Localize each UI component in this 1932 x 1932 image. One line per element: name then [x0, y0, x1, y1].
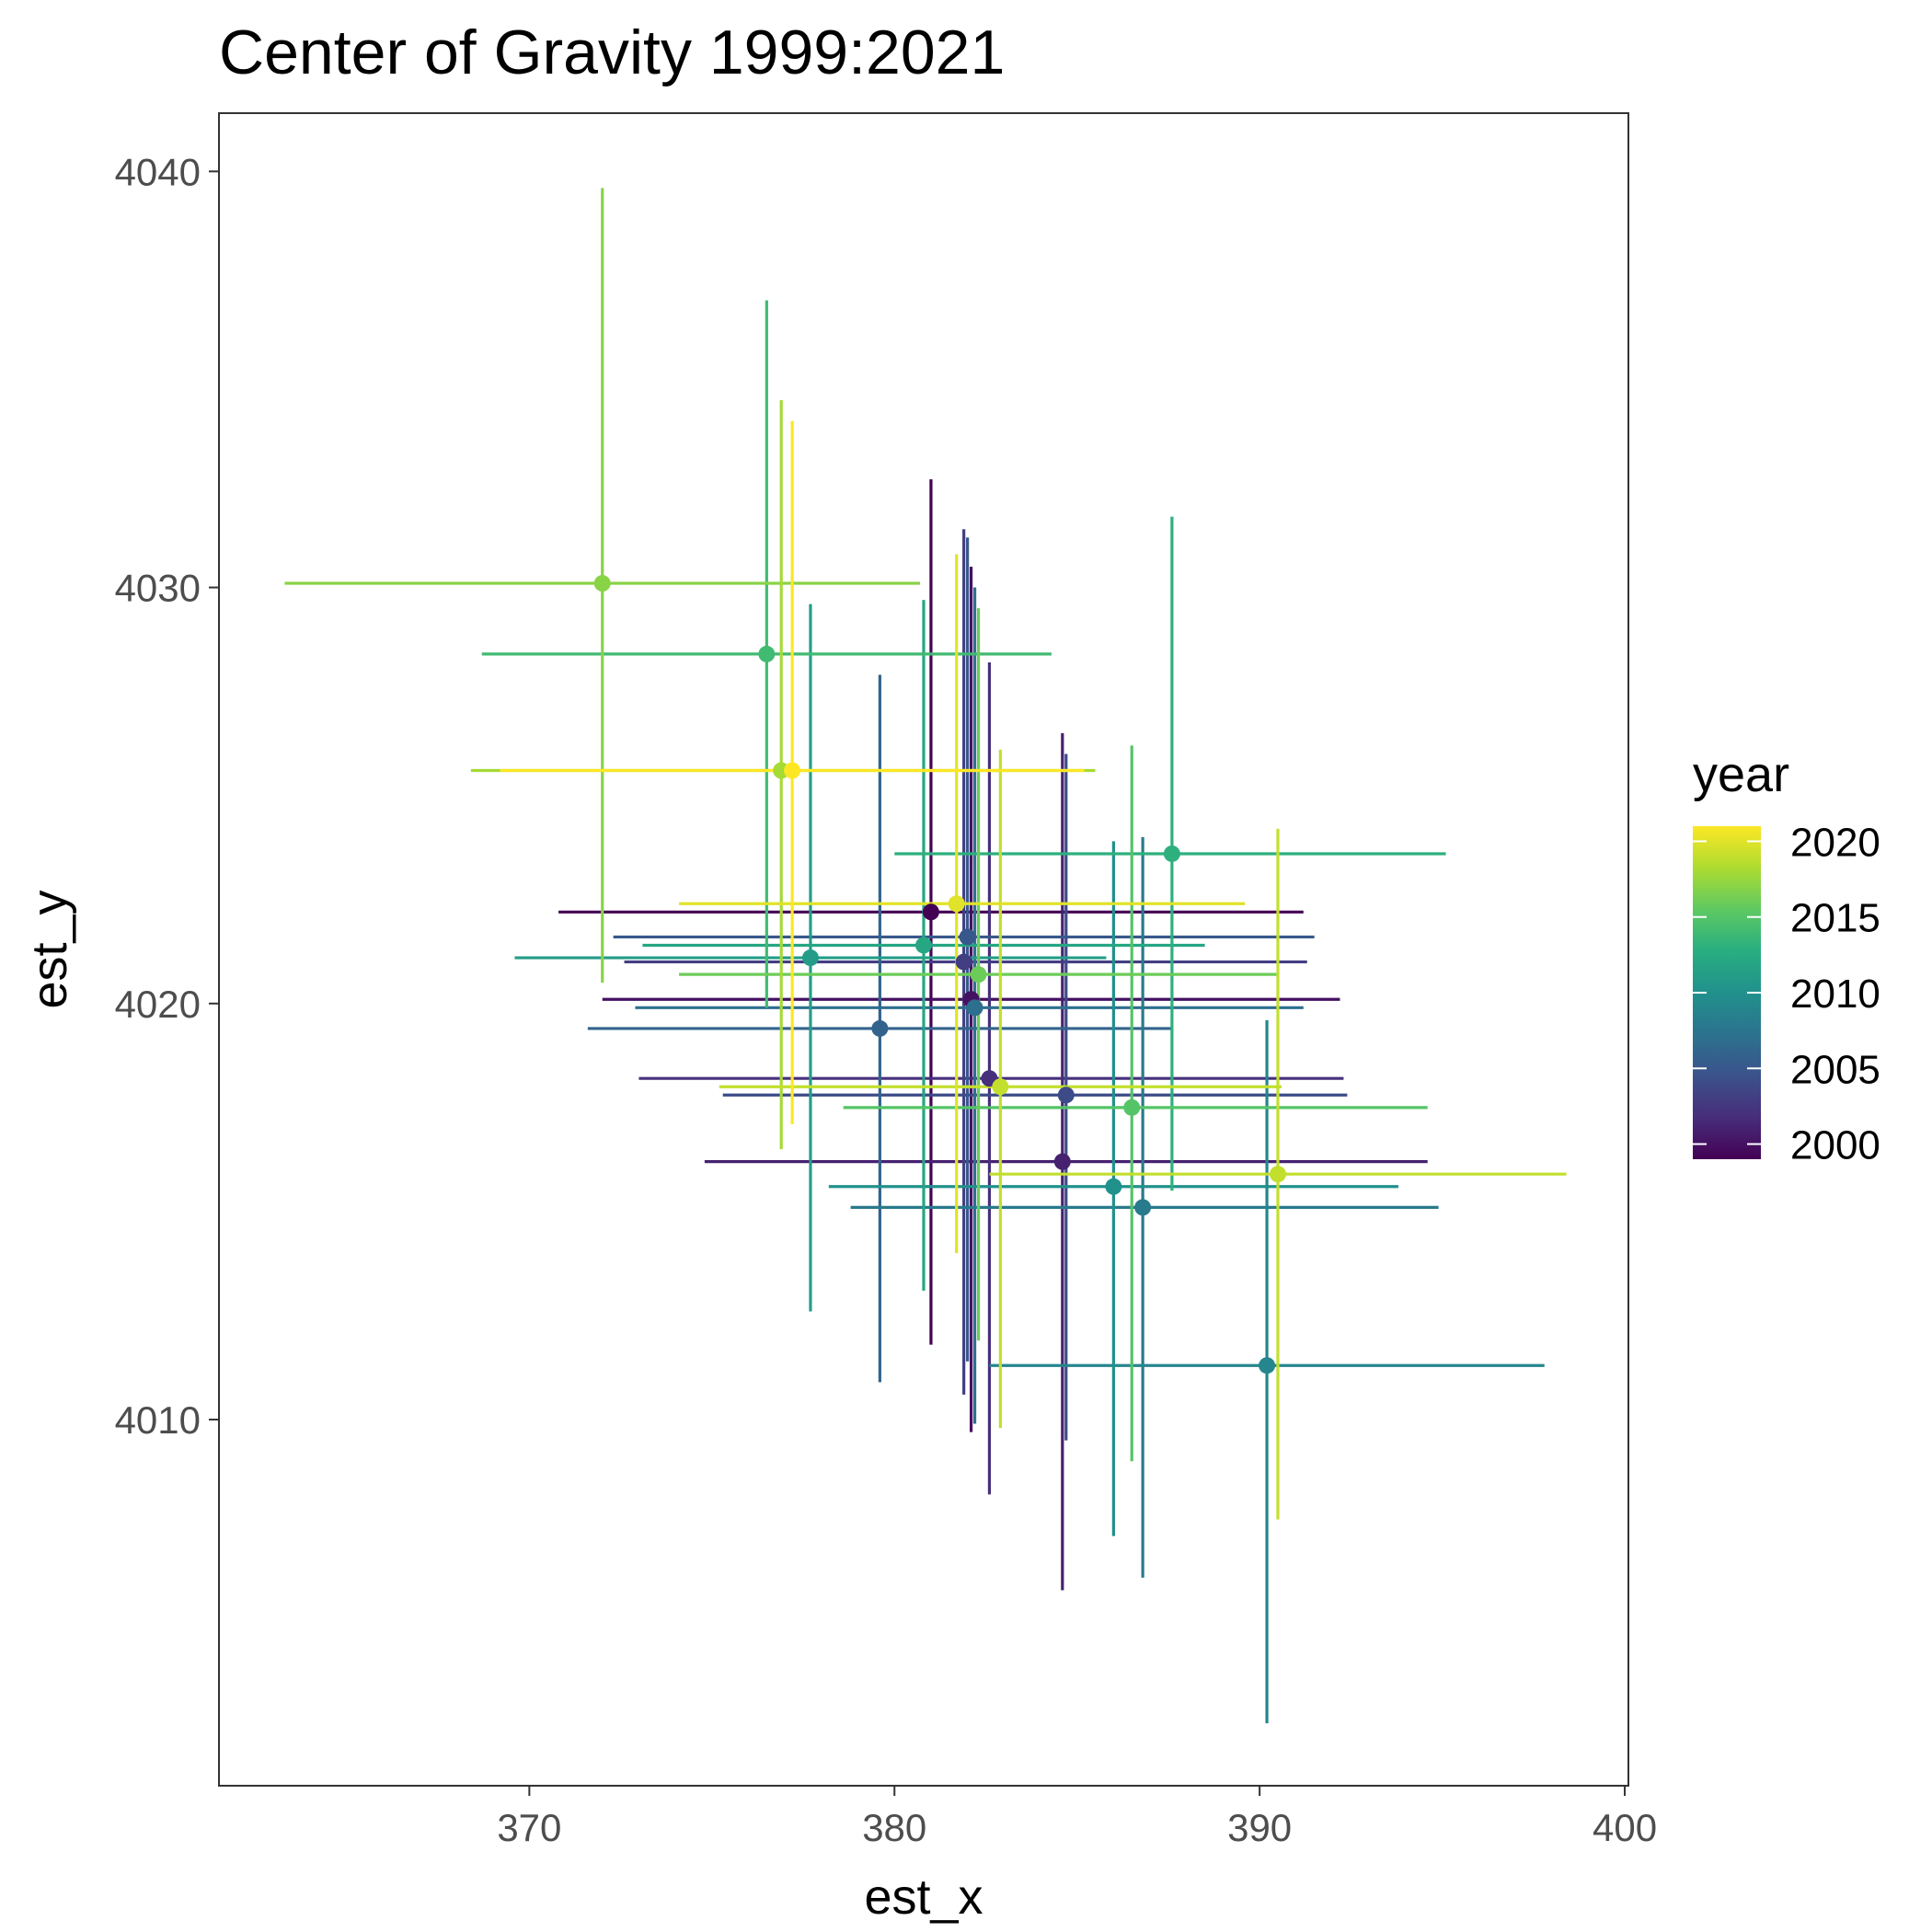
- data-point: [970, 966, 987, 983]
- data-point: [1269, 1166, 1286, 1183]
- data-point: [758, 645, 776, 662]
- data-point: [955, 953, 972, 971]
- points-layer: [593, 575, 1286, 1374]
- legend-label: 2020: [1790, 820, 1880, 865]
- data-point: [801, 949, 819, 967]
- data-point: [948, 895, 965, 913]
- x-tick-label: 370: [497, 1806, 561, 1849]
- x-tick-label: 380: [862, 1806, 926, 1849]
- chart-title: Center of Gravity 1999:2021: [219, 17, 1005, 87]
- data-point: [1163, 845, 1180, 862]
- data-point: [784, 762, 801, 779]
- y-axis-title: est_y: [22, 890, 77, 1008]
- y-tick-label: 4010: [115, 1398, 201, 1442]
- data-point: [1259, 1357, 1276, 1374]
- data-point: [1053, 1153, 1071, 1170]
- data-point: [871, 1019, 889, 1037]
- data-point: [1134, 1199, 1152, 1216]
- data-point: [1105, 1178, 1122, 1195]
- x-axis-title: est_x: [864, 1869, 983, 1925]
- data-point: [915, 937, 932, 954]
- legend: year 2000 2005 2010 2015 2020: [1693, 747, 1880, 1168]
- data-point: [922, 903, 939, 921]
- legend-label: 2015: [1790, 896, 1880, 941]
- data-point: [1123, 1098, 1141, 1116]
- y-tick-label: 4040: [115, 150, 201, 193]
- data-point: [593, 575, 611, 592]
- y-tick-label: 4030: [115, 567, 201, 610]
- data-point: [959, 928, 976, 946]
- x-tick-label: 390: [1227, 1806, 1292, 1849]
- legend-label: 2005: [1790, 1047, 1880, 1092]
- legend-title: year: [1693, 747, 1789, 802]
- y-tick-label: 4020: [115, 983, 201, 1026]
- data-point: [992, 1078, 1009, 1096]
- data-point: [1057, 1087, 1075, 1104]
- x-tick-label: 400: [1593, 1806, 1657, 1849]
- y-axis: 4010 4020 4030 4040: [115, 150, 219, 1442]
- legend-label: 2010: [1790, 972, 1880, 1017]
- x-axis: 370 380 390 400: [497, 1786, 1657, 1849]
- legend-label: 2000: [1790, 1123, 1880, 1168]
- data-point: [966, 999, 983, 1017]
- legend-ticks: 2000 2005 2010 2015 2020: [1693, 820, 1880, 1168]
